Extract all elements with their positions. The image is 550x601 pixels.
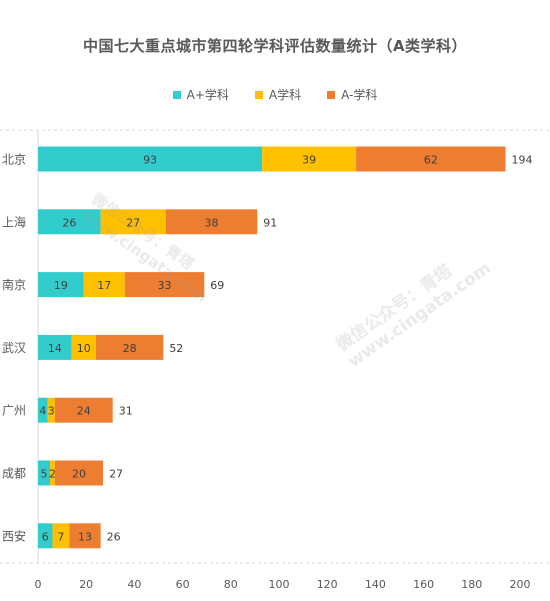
x-tick-label: 40 (127, 578, 141, 591)
bar-value-label: 38 (205, 216, 219, 229)
category-label: 武汉 (2, 341, 26, 355)
bar-value-label: 10 (77, 342, 91, 355)
legend-label-a-plus: A+学科 (186, 88, 229, 102)
x-tick-label: 80 (224, 578, 238, 591)
category-label: 南京 (2, 277, 26, 292)
x-tick-label: 100 (269, 578, 290, 591)
bar-value-label: 6 (42, 530, 49, 543)
bar-segment (38, 334, 72, 360)
bar-segment (100, 209, 166, 235)
bar-value-label: 5 (41, 468, 48, 481)
bar-value-label: 3 (48, 405, 55, 418)
bar-segment (38, 209, 101, 235)
x-tick-label: 140 (365, 578, 386, 591)
bar-segment (38, 460, 51, 486)
bar-segment (262, 146, 357, 172)
legend-item-a-plus: A+学科 (172, 86, 229, 103)
bar-value-label: 39 (302, 154, 316, 167)
category-label: 北京 (2, 153, 26, 167)
bar-value-label: 62 (424, 154, 438, 167)
category-label: 上海 (2, 214, 26, 229)
bar-value-label: 20 (72, 468, 86, 481)
category-label: 成都 (2, 467, 26, 481)
bar-value-label: 4 (39, 405, 46, 418)
bar-value-label: 2 (49, 468, 56, 481)
bar-segment (69, 523, 101, 549)
bar-segment (356, 146, 506, 172)
legend-item-a-minus: A-学科 (327, 86, 377, 103)
legend-swatch-a (254, 90, 263, 99)
legend-swatch-a-minus (327, 90, 336, 99)
bar-segment (38, 272, 84, 298)
bar-value-label: 27 (126, 216, 140, 229)
x-tick-label: 160 (413, 578, 434, 591)
bar-value-label: 19 (54, 279, 68, 292)
bar-total-label: 27 (109, 468, 123, 481)
bar-segment (124, 272, 205, 298)
bar-segment (47, 397, 55, 423)
x-tick-label: 180 (461, 578, 482, 591)
bar-segment (165, 209, 258, 235)
bar-value-label: 93 (143, 154, 157, 167)
legend-label-a: A学科 (268, 88, 302, 102)
x-tick-label: 0 (35, 578, 42, 591)
x-tick-label: 120 (317, 578, 338, 591)
x-tick-label: 200 (510, 578, 531, 591)
chart-legend: A+学科 A学科 A-学科 (0, 86, 550, 103)
chart-title: 中国七大重点城市第四轮学科评估数量统计（A类学科） (82, 37, 468, 55)
bar-segment (38, 146, 263, 172)
category-label: 西安 (2, 528, 26, 543)
x-tick-label: 20 (79, 578, 93, 591)
legend-item-a: A学科 (254, 86, 302, 103)
bar-value-label: 24 (77, 405, 91, 418)
bar-value-label: 17 (97, 279, 111, 292)
bar-total-label: 52 (169, 342, 183, 355)
bar-total-label: 194 (512, 154, 533, 167)
bar-segment (71, 334, 96, 360)
bar-value-label: 33 (158, 279, 172, 292)
bar-total-label: 31 (119, 405, 133, 418)
x-tick-label: 60 (176, 578, 190, 591)
bar-value-label: 14 (48, 342, 62, 355)
bar-total-label: 26 (107, 530, 121, 543)
legend-label-a-minus: A-学科 (341, 88, 378, 102)
bar-segment (54, 397, 113, 423)
bar-total-label: 69 (210, 279, 224, 292)
bar-value-label: 26 (62, 216, 76, 229)
bar-segment (50, 460, 55, 486)
category-label: 广州 (2, 404, 26, 418)
bar-segment (38, 397, 48, 423)
legend-swatch-a-plus (172, 90, 181, 99)
bar-value-label: 28 (123, 342, 137, 355)
bar-value-label: 7 (57, 530, 64, 543)
bar-total-label: 91 (263, 216, 277, 229)
bar-segment (95, 334, 164, 360)
bar-segment (38, 523, 53, 549)
bar-value-label: 13 (78, 530, 92, 543)
bar-segment (83, 272, 125, 298)
bar-segment (52, 523, 70, 549)
bar-segment (54, 460, 104, 486)
